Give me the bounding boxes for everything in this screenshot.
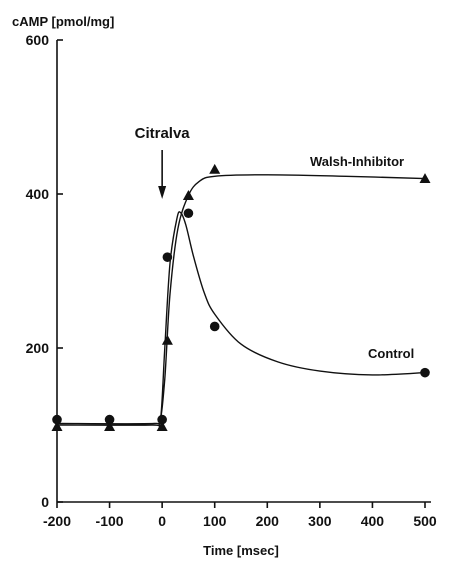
walsh-inhibitor-triangle-point	[161, 334, 173, 345]
y-tick-label: 200	[26, 340, 50, 356]
chart-markers	[51, 163, 431, 431]
control-circle-point	[420, 367, 430, 378]
y-tick-label: 400	[26, 186, 50, 202]
x-axis-title: Time [msec]	[203, 543, 279, 558]
control-label: Control	[368, 346, 414, 361]
y-axis-title: cAMP [pmol/mg]	[12, 14, 114, 29]
walsh-inhibitor-triangle-point	[104, 421, 116, 431]
control-circle-point	[209, 321, 220, 332]
stimulus-arrow-icon	[158, 150, 167, 199]
control-curve	[56, 211, 426, 427]
y-tick-label: 600	[26, 32, 50, 48]
x-tick-label: 500	[413, 513, 437, 529]
walsh-inhibitor-curve	[56, 174, 426, 428]
walsh-inhibitor-triangle-point	[419, 173, 431, 183]
control-circle-point	[162, 252, 173, 262]
x-tick-label: -100	[96, 513, 124, 529]
control-circle-point	[157, 414, 167, 425]
x-tick-label: 400	[361, 513, 385, 529]
walsh-inhibitor-triangle-point	[51, 421, 63, 431]
stimulus-annotation-label: Citralva	[135, 125, 191, 142]
x-tick-label: 0	[158, 513, 166, 529]
walsh-inhibitor-triangle-point	[182, 190, 194, 200]
x-tick-label: -200	[43, 513, 71, 529]
chart-axes	[56, 40, 431, 503]
control-circle-point	[52, 414, 62, 425]
x-tick-label: 100	[203, 513, 227, 529]
walsh-inhibitor-label: Walsh-Inhibitor	[310, 154, 404, 169]
x-tick-label: 300	[308, 513, 332, 529]
control-circle-point	[183, 208, 194, 219]
x-tick-label: 200	[256, 513, 280, 529]
walsh-inhibitor-triangle-point	[209, 163, 221, 174]
chart-ticks: 0 200 400 600 -200 -100 0 100 200 300 400 500	[26, 32, 437, 529]
y-tick-label: 0	[41, 494, 49, 510]
control-circle-point	[104, 414, 115, 425]
walsh-inhibitor-triangle-point	[156, 421, 168, 431]
chart-curves	[56, 174, 426, 428]
